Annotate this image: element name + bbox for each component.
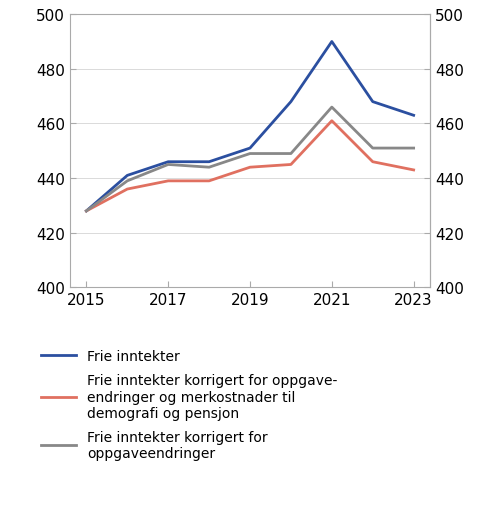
Legend: Frie inntekter, Frie inntekter korrigert for oppgave-
endringer og merkostnader : Frie inntekter, Frie inntekter korrigert… <box>41 349 337 461</box>
